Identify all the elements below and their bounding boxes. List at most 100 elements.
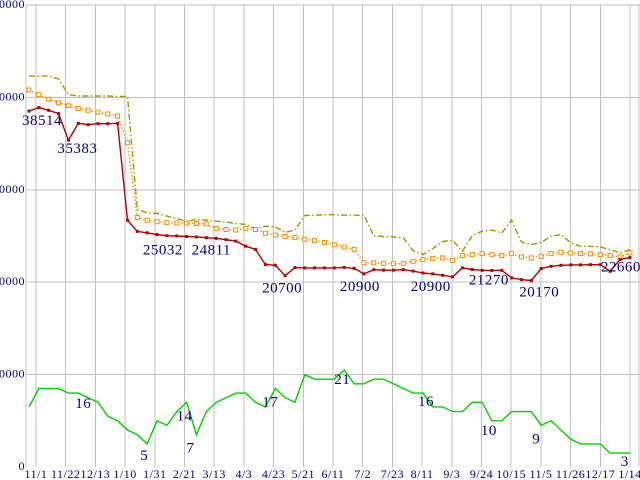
- orange-price-line-marker: [489, 252, 495, 258]
- red-price-line-marker: [155, 233, 159, 237]
- orange-price-line-marker: [115, 113, 121, 119]
- orange-price-line-marker: [568, 250, 574, 256]
- orange-price-line-marker: [381, 260, 387, 266]
- orange-price-line-marker: [361, 260, 367, 266]
- red-price-line-marker: [313, 266, 317, 270]
- red-price-line-marker: [598, 263, 602, 267]
- x-tick-label: 2/21: [173, 467, 196, 480]
- orange-price-line-marker: [597, 252, 603, 258]
- red-price-line-marker: [283, 274, 287, 278]
- data-point-label: 25032: [143, 243, 183, 259]
- data-point-label: 20900: [340, 279, 380, 295]
- y-tick-label: 40000: [0, 89, 25, 103]
- red-price-line-marker: [175, 234, 179, 238]
- series-red-price-line: [27, 106, 632, 283]
- orange-price-line-marker: [302, 236, 308, 242]
- data-point-label: 22660: [601, 260, 640, 276]
- data-point-label: 21270: [469, 273, 509, 289]
- x-tick-label: 11/5: [529, 467, 552, 480]
- orange-price-line-marker: [410, 258, 416, 264]
- orange-price-line-marker: [627, 250, 633, 256]
- red-price-line-marker: [214, 236, 218, 240]
- orange-price-line-marker: [272, 232, 278, 238]
- orange-price-line-marker: [282, 234, 288, 239]
- data-point-label: 38514: [22, 113, 62, 129]
- data-point-label: 21: [334, 372, 350, 388]
- orange-price-line-marker: [331, 242, 337, 248]
- data-point-label: 16: [418, 394, 434, 410]
- red-price-line-marker: [460, 266, 464, 270]
- red-price-line-marker: [421, 271, 425, 275]
- x-tick-label: 7/23: [381, 467, 404, 480]
- orange-price-line-marker: [322, 240, 327, 245]
- red-price-line-marker: [569, 263, 573, 267]
- orange-price-line-marker: [105, 111, 111, 117]
- data-point-label: 20900: [411, 279, 451, 295]
- y-tick-label: 30000: [0, 182, 25, 196]
- red-price-line-marker: [145, 231, 149, 235]
- orange-price-line-marker: [459, 253, 465, 259]
- orange-price-line-marker: [65, 103, 71, 109]
- red-price-line-marker: [194, 235, 198, 239]
- data-point-label: 17: [262, 395, 278, 411]
- olive-price-line-path: [29, 75, 631, 256]
- red-price-line-marker: [106, 122, 110, 126]
- red-price-line-marker: [126, 218, 129, 222]
- red-price-line-marker: [470, 268, 474, 271]
- red-price-line-marker: [37, 106, 41, 110]
- red-price-line-marker: [47, 108, 51, 112]
- data-point-label: 5: [140, 448, 148, 464]
- orange-price-line-marker: [548, 251, 554, 257]
- orange-price-line-marker: [499, 253, 505, 259]
- data-point-label: 3: [621, 454, 629, 470]
- orange-price-line-marker: [400, 261, 406, 267]
- red-price-line-marker: [204, 236, 208, 240]
- red-price-line-marker: [510, 276, 514, 280]
- orange-price-line-marker: [154, 219, 160, 225]
- orange-price-line-marker: [164, 220, 170, 226]
- red-price-line-marker: [411, 269, 415, 273]
- red-price-line-marker: [165, 234, 169, 238]
- orange-price-line-marker: [469, 252, 475, 258]
- red-price-line-marker: [362, 272, 366, 276]
- red-price-line-marker: [559, 263, 563, 267]
- x-tick-label: 1/14: [618, 467, 640, 480]
- orange-price-line-marker: [46, 96, 52, 102]
- red-price-line-marker: [480, 268, 484, 272]
- point-labels: 38514 35383 25032 24811 20700 20900 20900 21270…: [22, 113, 640, 470]
- x-tick-label: 8/11: [411, 467, 434, 480]
- red-price-line-marker: [86, 123, 90, 127]
- orange-price-line-marker: [253, 227, 258, 232]
- orange-price-line-marker: [125, 140, 130, 146]
- orange-price-line-marker: [144, 217, 150, 223]
- data-point-label: 9: [532, 431, 540, 447]
- orange-price-line-marker: [509, 251, 515, 257]
- data-point-label: 7: [186, 441, 194, 457]
- data-point-label: 20700: [262, 281, 302, 297]
- red-price-line-marker: [332, 266, 336, 270]
- red-price-line-marker: [372, 268, 376, 272]
- red-price-line-marker: [293, 266, 297, 270]
- data-point-label: 20170: [519, 285, 559, 301]
- x-tick-label: 4/23: [262, 467, 285, 480]
- orange-price-line-marker: [26, 87, 32, 93]
- orange-price-line-marker: [36, 92, 42, 98]
- red-price-line-marker: [500, 268, 504, 272]
- orange-price-line-marker: [341, 244, 347, 250]
- orange-price-line-marker: [75, 106, 81, 111]
- red-price-line-marker: [431, 272, 435, 276]
- red-price-line-marker: [451, 275, 455, 279]
- x-tick-label: 12/13: [80, 467, 110, 480]
- data-point-label: 24811: [192, 243, 231, 259]
- orange-price-line-marker: [351, 246, 357, 252]
- red-price-line-marker: [588, 263, 592, 267]
- orange-price-line-marker: [607, 253, 613, 259]
- red-price-line-marker: [57, 112, 60, 116]
- y-tick-label: 0: [19, 459, 26, 473]
- red-price-line-marker: [382, 268, 386, 272]
- orange-price-line-marker: [85, 107, 91, 113]
- orange-price-line-marker: [420, 257, 426, 263]
- orange-price-line-marker: [56, 100, 61, 106]
- x-tick-label: 1/10: [113, 467, 136, 480]
